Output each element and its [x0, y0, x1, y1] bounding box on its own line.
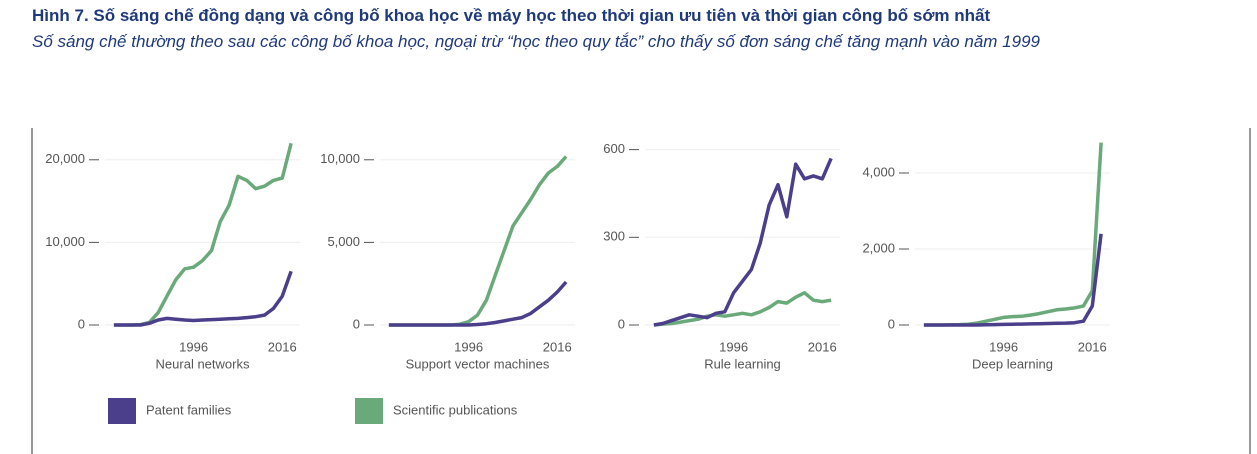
y-tick-label: 0	[618, 316, 625, 331]
y-tick-label: 0	[353, 316, 360, 331]
line-series	[388, 155, 568, 327]
line-series	[113, 142, 293, 327]
x-axis-label: Neural networks	[156, 356, 250, 371]
x-axis-label: Deep learning	[972, 356, 1053, 371]
x-tick-label: 2016	[543, 339, 572, 354]
x-tick-label: 1996	[454, 339, 483, 354]
y-tick-label: 5,000	[327, 234, 360, 249]
y-tick-label: 300	[603, 229, 625, 244]
line-series	[653, 291, 832, 327]
figure-subtitle: Số sáng chế thường theo sau các công bố …	[32, 32, 1040, 51]
x-tick-label: 1996	[179, 339, 208, 354]
figure-title: Hình 7. Số sáng chế đồng dạng và công bố…	[32, 6, 991, 25]
x-axis-label: Rule learning	[704, 356, 781, 371]
line-series	[113, 270, 293, 327]
legend-swatch	[355, 398, 383, 424]
y-tick-label: 4,000	[862, 164, 895, 179]
y-tick-label: 0	[78, 316, 85, 331]
y-tick-label: 10,000	[320, 151, 360, 166]
line-series	[923, 233, 1103, 327]
y-tick-label: 20,000	[45, 151, 85, 166]
legend-label: Scientific publications	[393, 402, 518, 417]
legend-label: Patent families	[146, 402, 232, 417]
y-tick-label: 0	[888, 316, 895, 331]
x-axis-label: Support vector machines	[406, 356, 550, 371]
y-tick-label: 10,000	[45, 234, 85, 249]
x-tick-label: 2016	[268, 339, 297, 354]
frame	[31, 128, 1251, 454]
x-tick-label: 2016	[808, 339, 837, 354]
x-tick-label: 2016	[1078, 339, 1107, 354]
x-tick-label: 1996	[719, 339, 748, 354]
y-tick-label: 600	[603, 141, 625, 156]
legend-swatch	[108, 398, 136, 424]
line-series	[923, 142, 1103, 327]
line-series	[653, 157, 833, 327]
x-tick-label: 1996	[989, 339, 1018, 354]
line-series	[388, 280, 568, 327]
y-tick-label: 2,000	[862, 240, 895, 255]
